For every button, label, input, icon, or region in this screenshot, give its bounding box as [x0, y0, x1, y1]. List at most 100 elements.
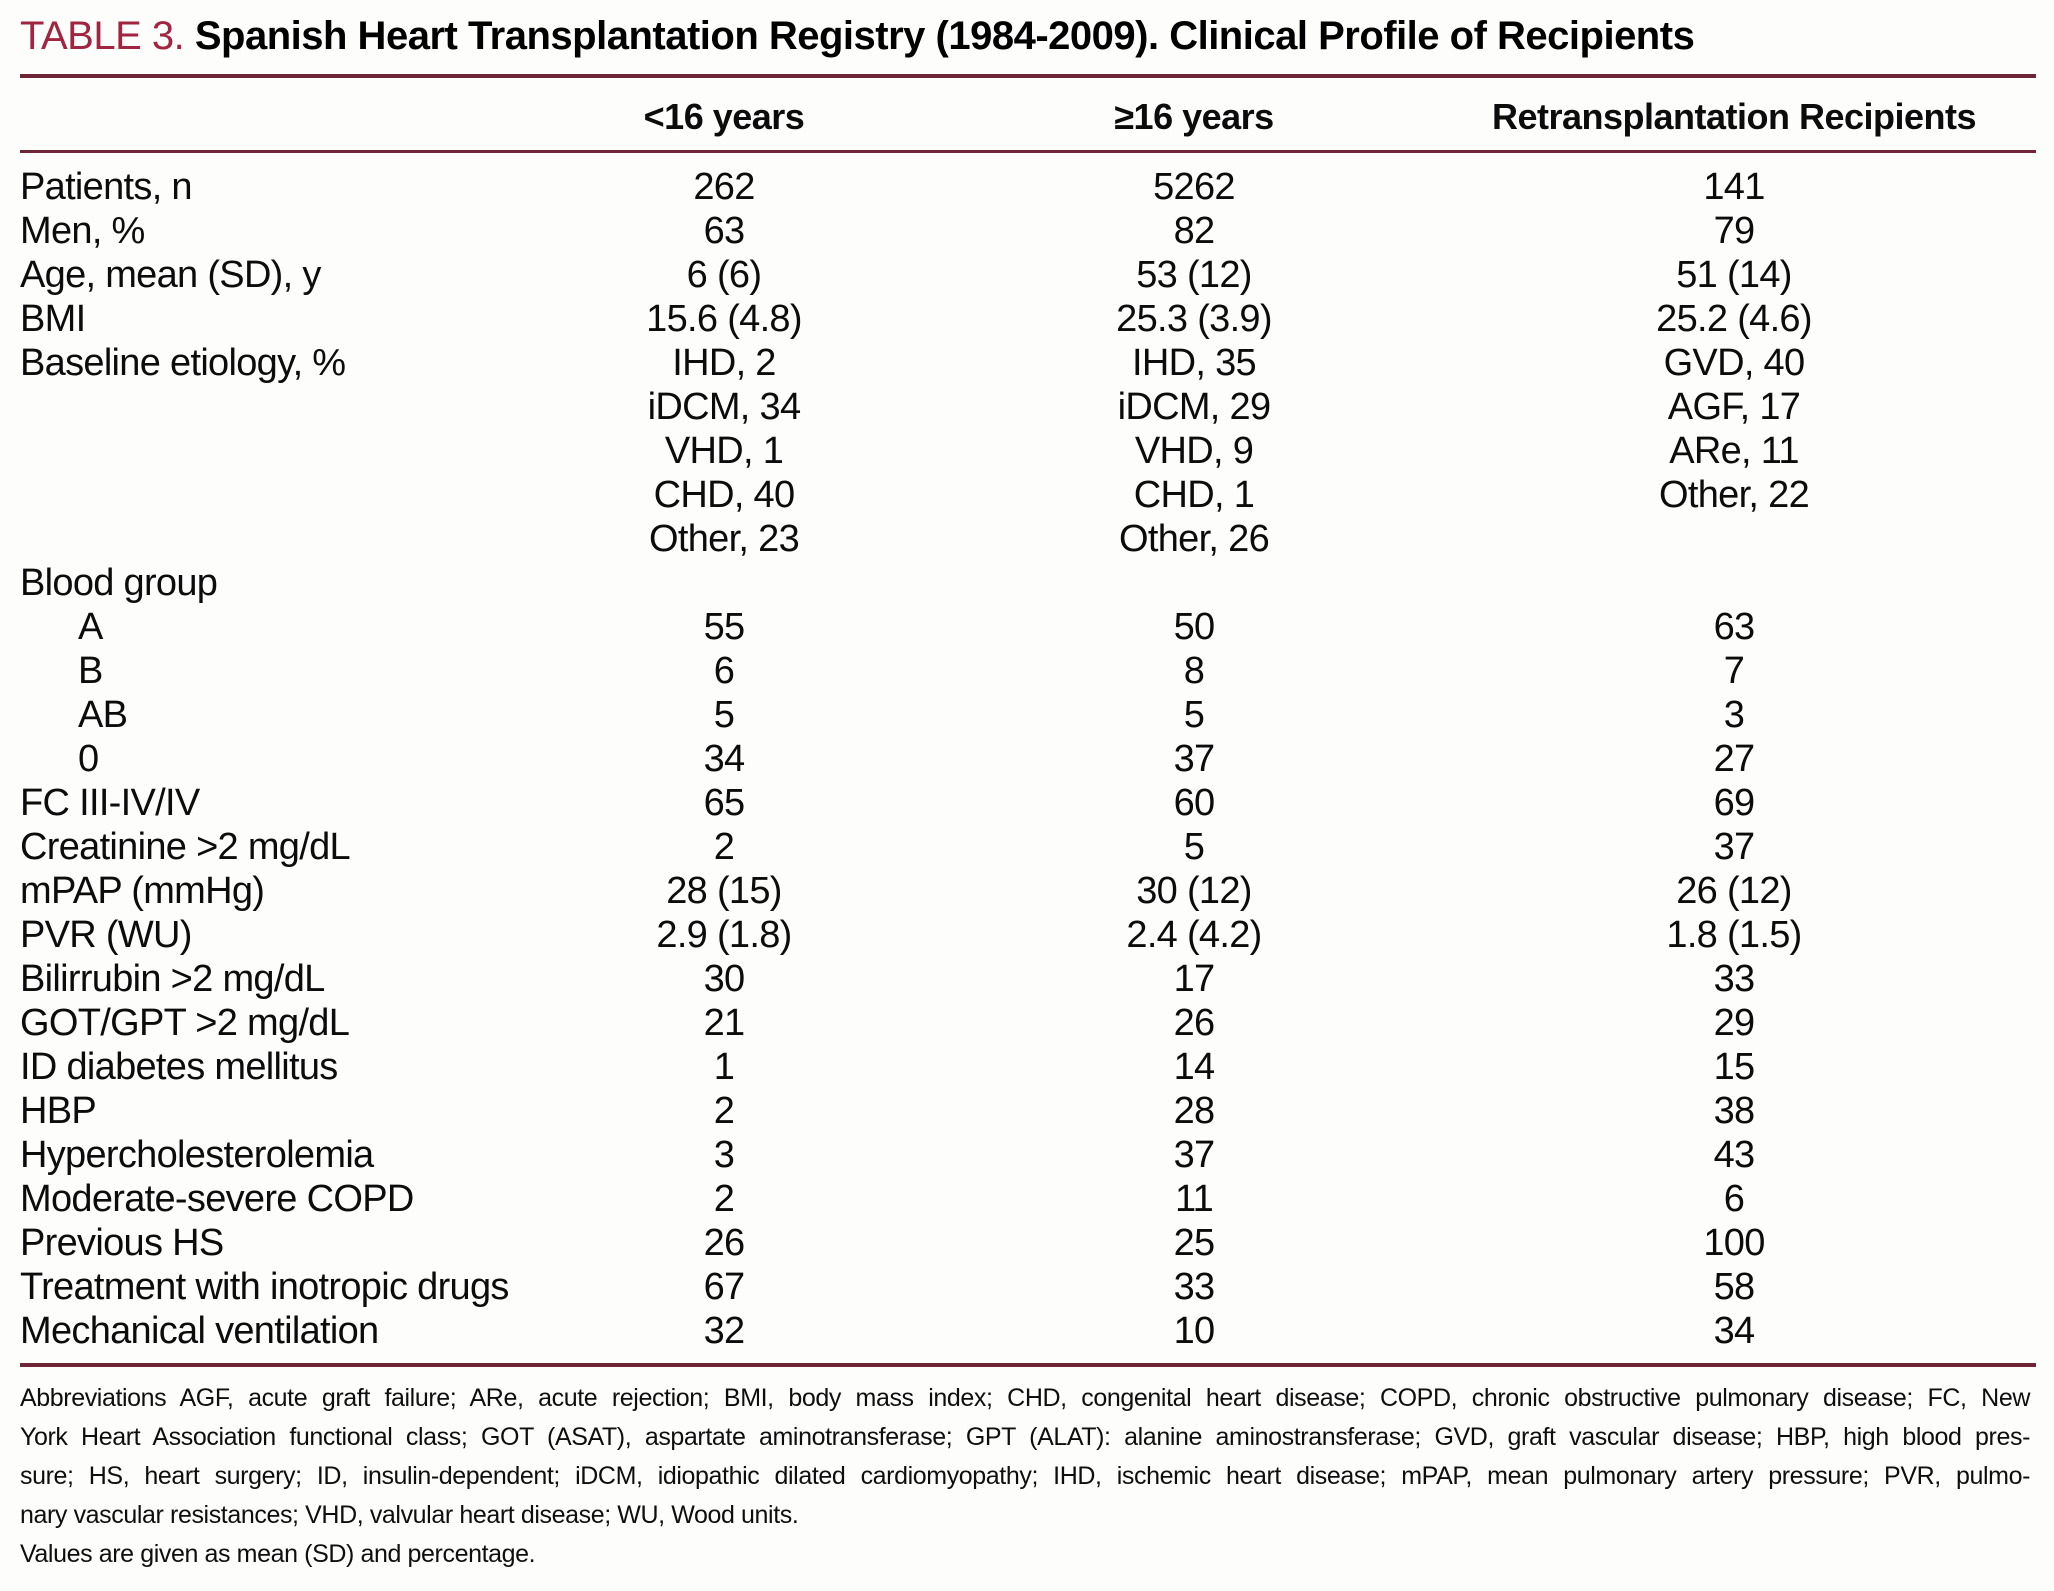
cell-value-retransplantation: 29 [1713, 1002, 1756, 1044]
cell-value-over16: 25 [1173, 1222, 1216, 1264]
table-row: Blood group [20, 561, 2036, 605]
row-spacer-cell [1984, 737, 2036, 781]
cell-value-over16: 10 [1173, 1310, 1216, 1352]
footnote-line: York Heart Association functional class;… [20, 1423, 2030, 1451]
table-row: Creatinine >2 mg/dL 2 5 37 [20, 825, 2036, 869]
cell-value-over16: CHD, 1 [1133, 474, 1255, 516]
row-label: Creatinine >2 mg/dL [20, 826, 351, 868]
row-label: Patients, n [20, 166, 193, 208]
row-label [20, 429, 544, 473]
cell-value-under16: 2.9 (1.8) [656, 914, 792, 956]
row-label: Age, mean (SD), y [20, 254, 321, 296]
cell-value-over16: iDCM, 29 [1117, 386, 1271, 428]
row-spacer-cell [1984, 385, 2036, 429]
row-spacer-cell [1984, 152, 2036, 210]
table-row: Mechanical ventilation 32 10 34 [20, 1309, 2036, 1353]
table-row: FC III-IV/IV 65 60 69 [20, 781, 2036, 825]
row-label: 0 [78, 738, 99, 780]
row-spacer-cell [1984, 1089, 2036, 1133]
row-spacer-cell [1984, 957, 2036, 1001]
cell-value-retransplantation: 43 [1713, 1134, 1756, 1176]
cell-value-retransplantation: 27 [1713, 738, 1756, 780]
table-row: Baseline etiology, % IHD, 2 IHD, 35 GVD,… [20, 341, 2036, 385]
cell-value-under16: 6 (6) [686, 254, 762, 296]
header-spacer-cell [1984, 78, 2036, 153]
table-row: 0 34 37 27 [20, 737, 2036, 781]
row-spacer-cell [1984, 253, 2036, 297]
row-spacer-cell [1984, 473, 2036, 517]
cell-value-retransplantation: 6 [1723, 1178, 1745, 1220]
cell-value-under16: 32 [703, 1310, 746, 1352]
footnote-line: nary vascular resistances; VHD, valvular… [20, 1501, 799, 1529]
cell-value-over16: 33 [1173, 1266, 1216, 1308]
cell-value-over16: 5262 [1153, 166, 1235, 208]
table-number-label: TABLE 3. [20, 14, 185, 58]
table-row: ID diabetes mellitus 1 14 15 [20, 1045, 2036, 1089]
row-spacer-cell [1984, 693, 2036, 737]
table-row: BMI 15.6 (4.8) 25.3 (3.9) 25.2 (4.6) [20, 297, 2036, 341]
row-label: Blood group [20, 562, 218, 604]
cell-value-over16: 5 [1183, 826, 1205, 868]
row-label: Hypercholesterolemia [20, 1134, 374, 1176]
row-spacer-cell [1984, 1133, 2036, 1177]
row-spacer-cell [1984, 781, 2036, 825]
cell-value-under16: 2 [713, 826, 735, 868]
row-spacer-cell [1984, 1045, 2036, 1089]
table-title: TABLE 3. Spanish Heart Transplantation R… [20, 10, 2036, 62]
cell-value-under16: 2 [713, 1178, 735, 1220]
cell-value-under16: 6 [713, 650, 735, 692]
footnote-line: sure; HS, heart surgery; ID, insulin-dep… [20, 1462, 2030, 1490]
table-title-text: Spanish Heart Transplantation Registry (… [194, 14, 1695, 58]
table-row: Bilirrubin >2 mg/dL 30 17 33 [20, 957, 2036, 1001]
clinical-profile-table: <16 years ≥16 years Retransplantation Re… [20, 78, 2036, 1353]
top-divider [20, 74, 2036, 78]
cell-value-over16: VHD, 9 [1134, 430, 1254, 472]
cell-value-under16: 55 [703, 606, 746, 648]
cell-value-under16: 30 [703, 958, 746, 1000]
cell-value-over16: IHD, 35 [1132, 342, 1257, 384]
row-spacer-cell [1984, 209, 2036, 253]
cell-value-under16: 28 (15) [666, 870, 782, 912]
cell-value-retransplantation [1484, 517, 1984, 561]
row-spacer-cell [1984, 1177, 2036, 1221]
row-label [20, 385, 544, 429]
row-label [20, 473, 544, 517]
cell-value-retransplantation: 34 [1713, 1310, 1756, 1352]
table-row: B 6 8 7 [20, 649, 2036, 693]
cell-value-retransplantation: 38 [1713, 1090, 1756, 1132]
cell-value-under16: 3 [713, 1134, 735, 1176]
row-spacer-cell [1984, 913, 2036, 957]
cell-value-under16: 63 [703, 210, 746, 252]
cell-value-over16: 11 [1174, 1178, 1214, 1220]
table-row: Treatment with inotropic drugs 67 33 58 [20, 1265, 2036, 1309]
cell-value-under16: VHD, 1 [664, 430, 784, 472]
cell-value-under16 [544, 561, 904, 605]
table-row: Hypercholesterolemia 3 37 43 [20, 1133, 2036, 1177]
row-spacer-cell [1984, 605, 2036, 649]
cell-value-retransplantation: 141 [1703, 166, 1765, 208]
cell-value-retransplantation: 58 [1713, 1266, 1756, 1308]
footnote-line: Abbreviations AGF, acute graft failure; … [20, 1384, 2030, 1412]
row-label: BMI [20, 298, 86, 340]
table-row: PVR (WU) 2.9 (1.8) 2.4 (4.2) 1.8 (1.5) [20, 913, 2036, 957]
row-label: Moderate-severe COPD [20, 1178, 414, 1220]
cell-value-over16: 50 [1173, 606, 1216, 648]
cell-value-under16: Other, 23 [648, 518, 800, 560]
cell-value-over16: 2.4 (4.2) [1126, 914, 1262, 956]
row-label: Mechanical ventilation [20, 1310, 379, 1352]
row-spacer-cell [1984, 825, 2036, 869]
row-label: Bilirrubin >2 mg/dL [20, 958, 325, 1000]
cell-value-retransplantation: 100 [1703, 1222, 1765, 1264]
cell-value-over16: 26 [1173, 1002, 1216, 1044]
table-row: Age, mean (SD), y 6 (6) 53 (12) 51 (14) [20, 253, 2036, 297]
row-label: Treatment with inotropic drugs [20, 1266, 509, 1308]
header-row: <16 years ≥16 years Retransplantation Re… [20, 78, 2036, 153]
header-empty-cell [20, 78, 544, 153]
cell-value-retransplantation: 1.8 (1.5) [1666, 914, 1802, 956]
table-row: AB 5 5 3 [20, 693, 2036, 737]
cell-value-under16: 26 [703, 1222, 746, 1264]
table-body: Patients, n 262 5262 141 Men, % 63 82 79… [20, 152, 2036, 1354]
cell-value-under16: CHD, 40 [653, 474, 796, 516]
row-label: PVR (WU) [20, 914, 192, 956]
